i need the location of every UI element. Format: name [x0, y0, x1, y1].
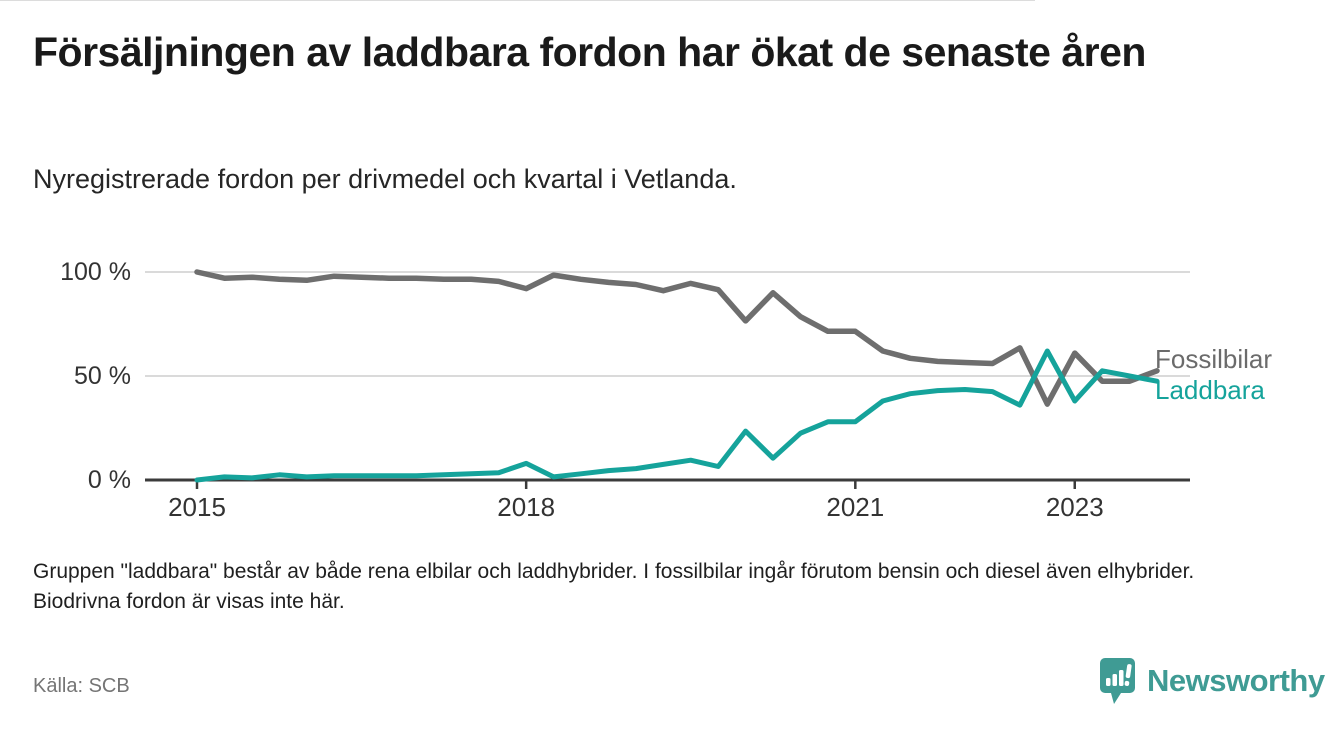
x-tick-label-2021: 2021: [826, 492, 885, 522]
laddbara-line: [194, 348, 1160, 483]
x-tick-label-2018: 2018: [497, 492, 556, 522]
legend-label-laddbara: Laddbara: [1155, 375, 1265, 405]
line-chart-plot: [145, 269, 1190, 489]
newsworthy-wordmark: Newsworthy: [1147, 663, 1325, 698]
y-tick-label-100: 100 %: [60, 258, 131, 286]
y-tick-label-0: 0 %: [87, 466, 131, 494]
x-tick-label-2015: 2015: [168, 492, 226, 522]
fossilbilar-line: [194, 269, 1160, 407]
page-title: Försäljningen av laddbara fordon har öka…: [33, 29, 1146, 75]
x-tick-label-2023: 2023: [1045, 492, 1104, 522]
top-divider: [0, 0, 1035, 1]
legend-label-fossilbilar: Fossilbilar: [1155, 344, 1273, 374]
newsworthy-pin-icon: [1100, 658, 1135, 704]
newsworthy-logo-link[interactable]: Newsworthy: [1098, 656, 1325, 706]
y-tick-label-50: 50 %: [74, 362, 131, 390]
footnote-text: Gruppen "laddbara" består av både rena e…: [33, 560, 1195, 614]
source-text: Källa: SCB: [33, 675, 130, 697]
page-subtitle: Nyregistrerade fordon per drivmedel och …: [33, 164, 737, 194]
